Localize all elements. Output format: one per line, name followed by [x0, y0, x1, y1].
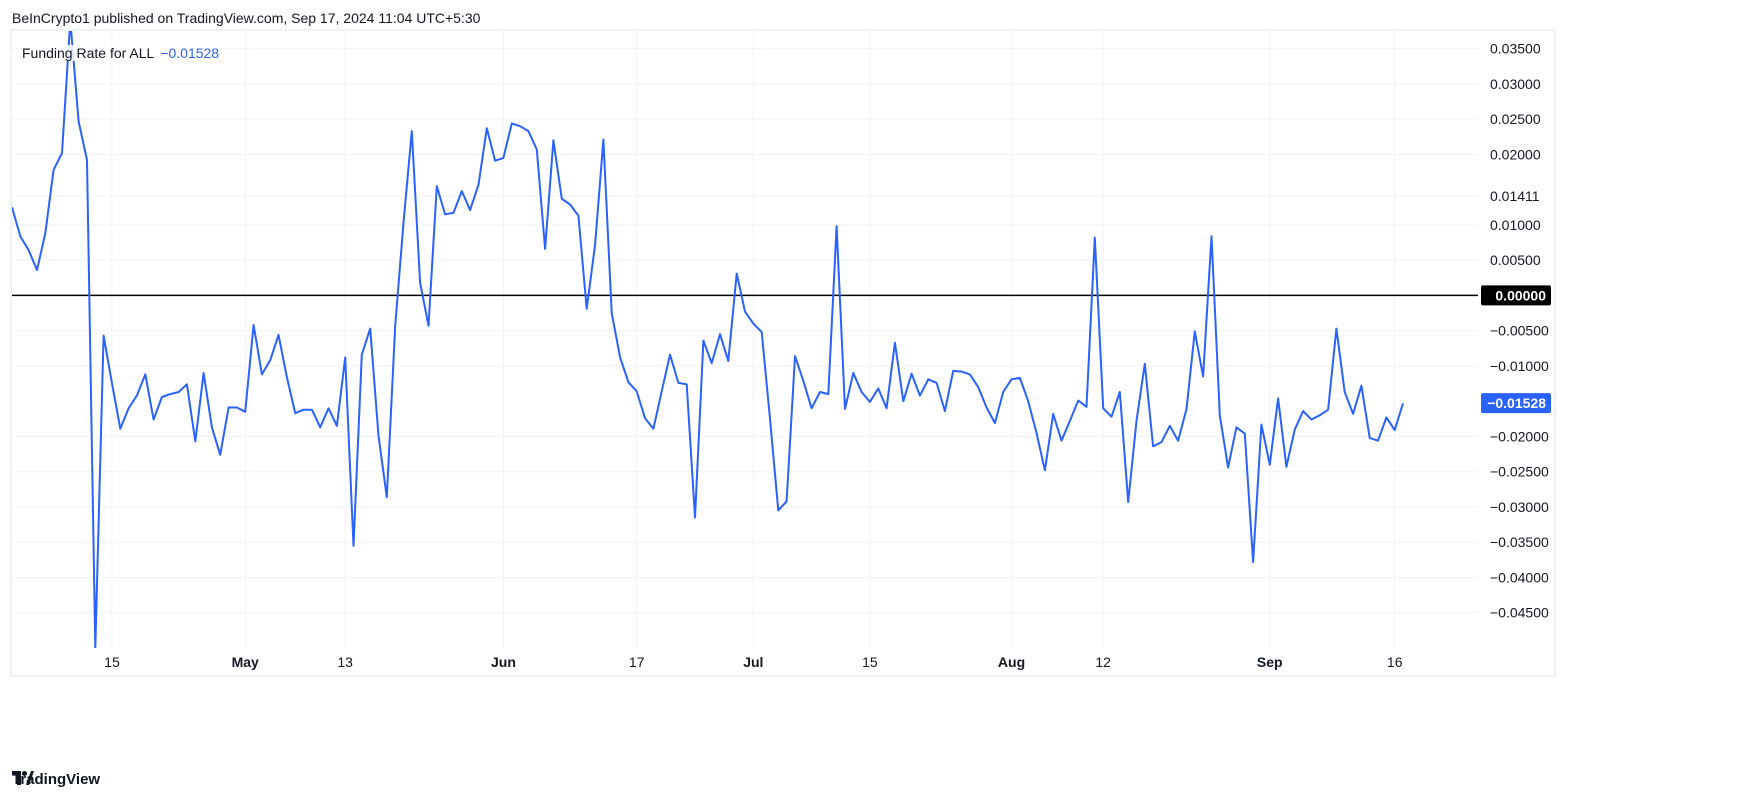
y-tick-label: 0.02500 [1490, 111, 1541, 127]
current-value-badge-label: −0.01528 [1487, 395, 1546, 411]
x-tick-label: Jul [743, 654, 763, 670]
series-line [12, 31, 1404, 648]
y-tick-label: −0.04500 [1490, 605, 1549, 621]
y-tick-label: 0.02000 [1490, 146, 1541, 162]
y-tick-label: −0.00500 [1490, 323, 1549, 339]
legend-current-value: −0.01528 [160, 45, 220, 61]
y-tick-label: 0.03000 [1490, 76, 1541, 92]
x-tick-label: 13 [337, 654, 353, 670]
x-tick-label: 15 [862, 654, 878, 670]
current-value-badge-bg [1481, 393, 1551, 414]
y-tick-label: −0.03000 [1490, 499, 1549, 515]
brand-name: TradingView [12, 771, 101, 788]
y-tick-label: −0.02500 [1490, 464, 1549, 480]
y-tick-label: −0.01000 [1490, 358, 1549, 374]
price-badges: 0.00000 −0.01528 [1481, 285, 1551, 414]
x-tick-label: Sep [1257, 654, 1283, 670]
legend-series-name: Funding Rate for ALL [22, 45, 155, 61]
chart-border [10, 29, 1556, 677]
x-tick-label: Aug [998, 654, 1025, 670]
y-tick-label: −0.03500 [1490, 534, 1549, 550]
x-tick-label: May [232, 654, 259, 670]
x-tick-label: Jun [491, 654, 516, 670]
axis-frame [10, 29, 1556, 677]
legend[interactable]: Funding Rate for ALL −0.01528 [22, 45, 224, 61]
x-tick-label: 17 [629, 654, 645, 670]
publisher-caption: BeInCrypto1 published on TradingView.com… [12, 10, 481, 26]
y-tick-label: −0.04000 [1490, 569, 1549, 585]
zero-value-badge-bg [1481, 285, 1551, 306]
x-axis: 15 May 13 Jun 17 Jul 15 Aug 12 Sep 16 [104, 654, 1403, 670]
series-group [12, 31, 1404, 648]
tradingview-logo-icon [12, 771, 34, 785]
zero-value-badge-label: 0.00000 [1495, 287, 1546, 303]
x-tick-label: 15 [104, 654, 120, 670]
x-tick-label: 12 [1095, 654, 1111, 670]
tradingview-brand[interactable]: TradingView [12, 771, 100, 788]
y-tick-label: 0.00500 [1490, 252, 1541, 268]
grid-lines [12, 31, 1478, 648]
y-axis: 0.03500 0.03000 0.02500 0.02000 0.01411 0.010… [1490, 41, 1549, 621]
y-tick-label: 0.01000 [1490, 217, 1541, 233]
y-tick-label: 0.03500 [1490, 41, 1541, 57]
y-tick-label: 0.01411 [1490, 188, 1540, 204]
x-tick-label: 16 [1387, 654, 1403, 670]
y-tick-label: −0.02000 [1490, 428, 1549, 444]
